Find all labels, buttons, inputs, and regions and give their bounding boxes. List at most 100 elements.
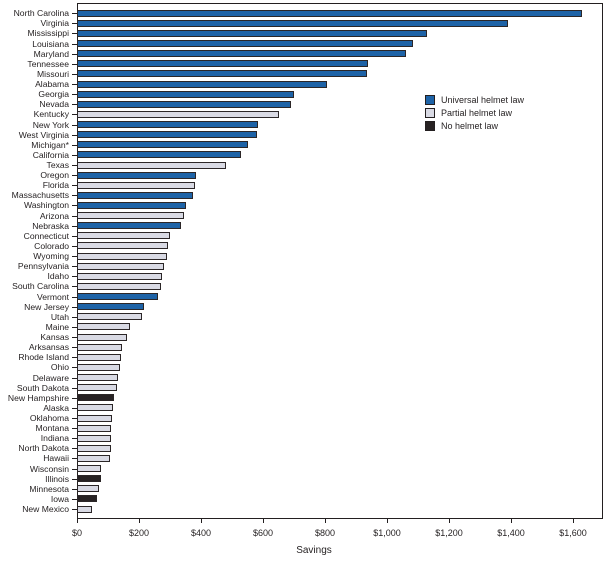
x-axis-tick [573,518,574,523]
state-label: New Hampshire [7,392,69,403]
bar-tennessee [77,60,369,68]
state-label: Wisconsin [29,463,69,474]
state-label: Tennessee [27,58,69,69]
state-label: Oregon [40,170,69,181]
y-axis-tick [72,245,77,247]
legend-label: No helmet law [441,121,499,131]
legend-swatch-icon [425,108,435,118]
bar-vermont [77,293,158,301]
y-axis-tick [72,43,77,45]
bar-arksansas [77,343,122,351]
state-label: North Dakota [18,443,69,454]
state-label: Kentucky [33,109,69,120]
state-label: Kansas [40,332,69,343]
state-label: Alabama [35,79,69,90]
y-axis-tick [72,94,77,96]
bar-iowa [77,495,98,503]
x-axis-tick [449,518,450,523]
state-label: Utah [50,311,69,322]
y-axis-tick [72,407,77,409]
state-label: South Carolina [12,281,69,292]
bar-california [77,151,242,159]
y-axis-tick [72,84,77,86]
legend-swatch-icon [425,95,435,105]
bar-georgia [77,90,294,98]
state-label: Washington [23,200,69,211]
bar-north-carolina [77,9,583,17]
state-label: Wyoming [33,251,69,262]
bar-kansas [77,333,127,341]
bar-utah [77,313,143,321]
y-axis-tick [72,377,77,379]
bar-arizona [77,212,184,220]
state-label: Florida [42,180,69,191]
bar-pennsylvania [77,262,164,270]
bar-new-mexico [77,505,92,513]
bar-alaska [77,404,113,412]
y-axis-tick [72,134,77,136]
y-axis-tick [72,175,77,177]
y-axis-tick [72,63,77,65]
y-axis-tick [72,438,77,440]
y-axis-tick [72,347,77,349]
y-axis-tick [72,509,77,511]
y-axis-tick [72,225,77,227]
y-axis-tick [72,397,77,399]
plot-area [77,3,603,519]
bar-north-dakota [77,444,112,452]
state-label: Pennsylvania [17,261,69,272]
bar-new-jersey [77,303,144,311]
state-label: Delaware [32,372,69,383]
state-label: North Carolina [13,8,69,19]
x-tick-label: $800 [314,528,336,538]
bar-michigan [77,141,248,149]
y-axis-tick [72,114,77,116]
y-axis-tick [72,468,77,470]
state-label: Virginia [40,18,69,29]
state-label: Georgia [38,89,69,100]
bar-maryland [77,50,406,58]
bar-wisconsin [77,465,102,473]
y-axis-tick [72,498,77,500]
bar-south-dakota [77,384,118,392]
legend-swatch-icon [425,121,435,131]
x-tick-label: $1,400 [497,528,525,538]
bar-south-carolina [77,282,161,290]
y-axis-tick [72,185,77,187]
bar-mississippi [77,29,428,37]
bar-nevada [77,100,291,108]
y-axis-tick [72,418,77,419]
state-label: Mississippi [27,28,69,39]
state-label: California [32,149,69,160]
bar-nebraska [77,222,181,230]
x-axis-tick [201,518,202,523]
state-label: New York [32,119,69,130]
y-axis-tick [72,53,77,55]
bar-oregon [77,171,197,179]
x-tick-label: $1,600 [559,528,587,538]
x-tick-label: $0 [71,528,82,538]
y-axis-tick [72,256,77,258]
state-label: Arksansas [28,342,69,353]
legend-item: No helmet law [425,121,524,131]
state-label: Michigan* [31,139,69,150]
state-label: Hawaii [43,453,69,464]
bar-rhode-island [77,353,122,361]
state-label: Missouri [37,68,69,79]
x-axis-tick [511,518,512,523]
y-axis-tick [72,488,77,490]
y-axis-tick [72,387,77,389]
y-axis-tick [72,428,77,430]
x-tick-label: $400 [190,528,212,538]
x-tick-label: $1,200 [435,528,463,538]
bar-virginia [77,19,508,27]
bar-kentucky [77,110,279,118]
bar-illinois [77,475,102,483]
y-axis-tick [72,296,77,298]
x-axis-tick [387,518,388,523]
bar-hawaii [77,454,111,462]
bar-montana [77,424,112,432]
y-axis-tick [72,23,77,25]
bar-florida [77,181,195,189]
x-tick-label: $600 [252,528,274,538]
